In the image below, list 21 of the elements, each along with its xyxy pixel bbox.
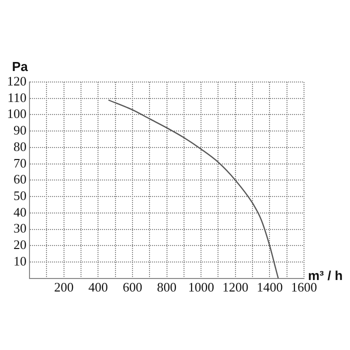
x-tick-label: 200 <box>54 280 74 295</box>
y-tick-label: 90 <box>14 122 26 138</box>
y-tick-label: 20 <box>14 237 26 252</box>
y-axis-title: Pa <box>12 59 29 74</box>
y-tick-label: 50 <box>14 188 26 203</box>
y-tick-label: 80 <box>14 138 26 154</box>
y-tick-label: 10 <box>14 253 26 268</box>
x-tick-label: 1000 <box>188 280 214 295</box>
x-tick-label: 1200 <box>222 280 248 295</box>
y-tick-label: 100 <box>7 106 26 122</box>
y-tick-label: 30 <box>14 220 26 236</box>
x-tick-label: 600 <box>122 280 142 295</box>
y-tick-label: 120 <box>7 73 26 88</box>
y-tick-label: 70 <box>14 155 26 170</box>
line-series <box>108 99 279 278</box>
x-tick-label: 400 <box>88 280 108 295</box>
y-tick-label: 60 <box>14 172 26 187</box>
y-tick-label: 110 <box>7 90 26 105</box>
x-tick-label: 1400 <box>256 280 283 295</box>
y-tick-label: 40 <box>14 204 26 220</box>
x-tick-label: 800 <box>157 280 176 295</box>
